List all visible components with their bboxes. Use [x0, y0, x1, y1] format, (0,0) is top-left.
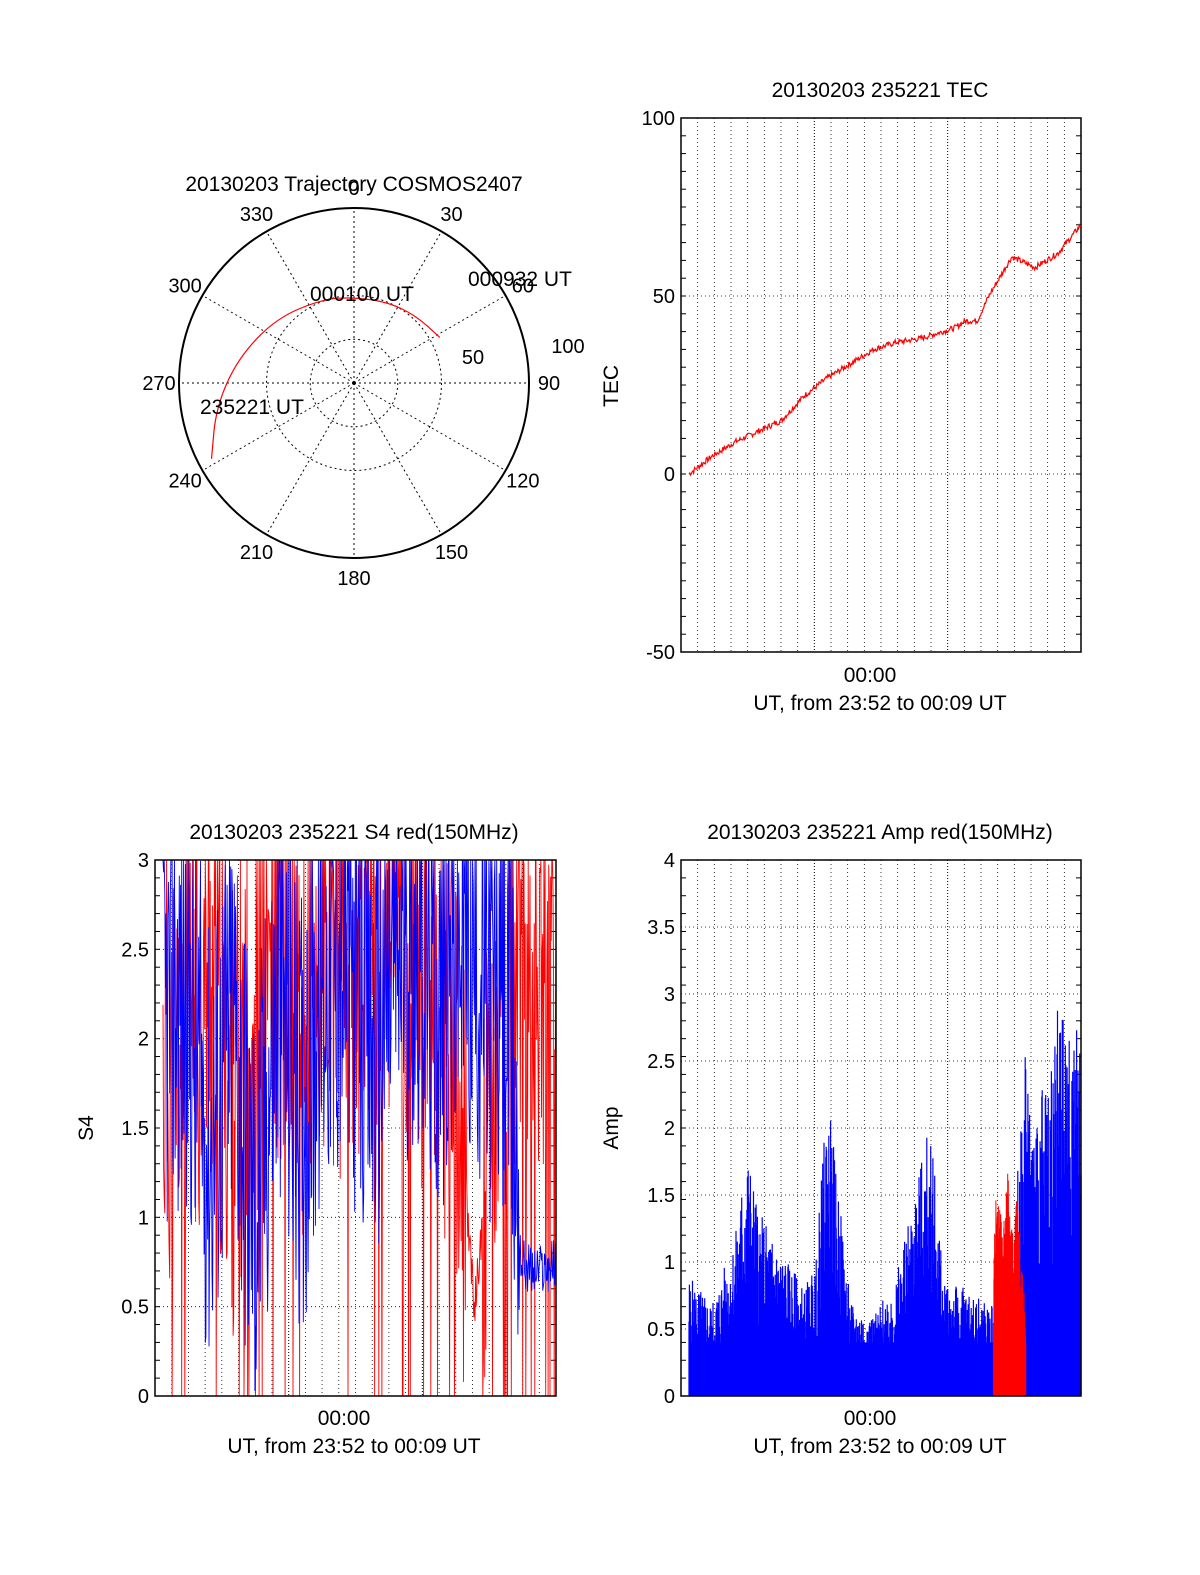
s4-title: 20130203 235221 S4 red(150MHz) — [189, 821, 518, 844]
amp-title: 20130203 235221 Amp red(150MHz) — [707, 821, 1053, 844]
tec-ytick-label-50: 50 — [653, 286, 675, 308]
amp-ytick-label-0: 0 — [664, 1386, 675, 1408]
polar-panel: 20130203 Trajectory COSMOS2407 0 30 60 90 12… — [142, 173, 584, 590]
polar-angle-label-270: 270 — [142, 373, 175, 395]
polar-angle-labels: 0 30 60 90 120 150 180 210 240 270 300 330 — [142, 178, 560, 590]
polar-spoke-150 — [353, 382, 442, 535]
polar-spoke-30 — [353, 231, 442, 384]
polar-annotation-end: 000932 UT — [468, 268, 572, 291]
polar-angle-label-60: 60 — [512, 276, 534, 298]
tec-ylabel: TEC — [600, 365, 623, 407]
polar-radial-label-100: 100 — [551, 336, 584, 358]
polar-annotation-start: 235221 UT — [200, 396, 304, 419]
polar-angle-label-120: 120 — [506, 471, 539, 493]
amp-ytick-label-2: 2 — [664, 1118, 675, 1140]
tec-ytick-label-0: 0 — [664, 464, 675, 486]
polar-ring-0 — [266, 295, 442, 471]
tec-xtick-label: 00:00 — [844, 664, 897, 687]
amp-plot-area — [680, 859, 1082, 1397]
polar-angle-label-150: 150 — [435, 542, 468, 564]
polar-radial-label-50: 50 — [462, 347, 484, 369]
amp-xlabel: UT, from 23:52 to 00:09 UT — [753, 1435, 1006, 1458]
s4-ytick-label-0.5: 0.5 — [121, 1297, 149, 1319]
polar-angle-label-0: 0 — [348, 178, 359, 200]
s4-xtick-label: 00:00 — [318, 1407, 371, 1430]
s4-frame — [154, 859, 557, 1397]
tec-series-line — [688, 223, 1082, 477]
s4-ytick-label-1: 1 — [138, 1207, 149, 1229]
polar-angle-label-210: 210 — [240, 542, 273, 564]
polar-angle-label-180: 180 — [337, 568, 370, 590]
amp-series-bars-1 — [992, 1173, 1027, 1396]
polar-spoke-120 — [353, 382, 506, 471]
s4-ytick-label-2: 2 — [138, 1029, 149, 1051]
polar-ring-1 — [309, 338, 399, 428]
tec-ytick-label-100: 100 — [642, 108, 675, 130]
amp-frame — [680, 859, 1082, 1397]
polar-annotation-mid: 000100 UT — [310, 283, 414, 306]
amp-ytick-label-1.5: 1.5 — [647, 1185, 675, 1207]
s4-ylabel: S4 — [75, 1115, 98, 1141]
polar-outer-circle — [178, 207, 530, 559]
polar-spoke-240 — [202, 382, 355, 471]
tec-xlabel: UT, from 23:52 to 00:09 UT — [753, 692, 1006, 715]
amp-ylabel: Amp — [600, 1106, 623, 1149]
polar-title: 20130203 Trajectory COSMOS2407 — [185, 173, 522, 196]
s4-series-line-1 — [162, 859, 557, 1392]
amp-ytick-label-2.5: 2.5 — [647, 1051, 675, 1073]
polar-spoke-210 — [266, 382, 355, 535]
amp-ytick-label-3: 3 — [664, 984, 675, 1006]
s4-plot-area — [154, 859, 557, 1397]
polar-grid — [178, 207, 530, 559]
tec-ytick-labels: -50 0 50 100 — [642, 108, 675, 664]
polar-spoke-330 — [266, 231, 355, 384]
s4-ytick-labels: 0 0.5 1 1.5 2 2.5 3 — [121, 850, 149, 1408]
polar-angle-label-90: 90 — [538, 373, 560, 395]
polar-angle-label-300: 300 — [168, 276, 201, 298]
amp-ytick-label-1: 1 — [664, 1252, 675, 1274]
polar-spoke-60 — [353, 295, 506, 384]
tec-title: 20130203 235221 TEC — [772, 79, 989, 102]
s4-ytick-label-3: 3 — [138, 850, 149, 872]
amp-ytick-label-0.5: 0.5 — [647, 1319, 675, 1341]
polar-angle-label-240: 240 — [168, 471, 201, 493]
polar-angle-label-30: 30 — [440, 204, 462, 226]
tec-plot-area — [680, 117, 1082, 653]
amp-ytick-label-3.5: 3.5 — [647, 917, 675, 939]
amp-panel: 20130203 235221 Amp red(150MHz) Amp 00:0… — [600, 821, 1082, 1458]
amp-ytick-labels: 0 0.5 1 1.5 2 2.5 3 3.5 4 — [647, 850, 675, 1408]
polar-angle-label-330: 330 — [240, 204, 273, 226]
s4-xlabel: UT, from 23:52 to 00:09 UT — [227, 1435, 480, 1458]
s4-panel: 20130203 235221 S4 red(150MHz) S4 00:00 … — [75, 821, 557, 1458]
s4-ytick-label-2.5: 2.5 — [121, 939, 149, 961]
s4-ytick-label-0: 0 — [138, 1386, 149, 1408]
tec-ytick-label--50: -50 — [646, 642, 675, 664]
polar-spoke-300 — [202, 295, 355, 384]
polar-trajectory-line — [210, 297, 441, 459]
amp-ytick-label-4: 4 — [664, 850, 675, 872]
s4-ytick-label-1.5: 1.5 — [121, 1118, 149, 1140]
amp-xtick-label: 00:00 — [844, 1407, 897, 1430]
tec-panel: 20130203 235221 TEC TEC 00:00 UT, from 2… — [600, 79, 1082, 715]
tec-frame — [680, 117, 1082, 653]
